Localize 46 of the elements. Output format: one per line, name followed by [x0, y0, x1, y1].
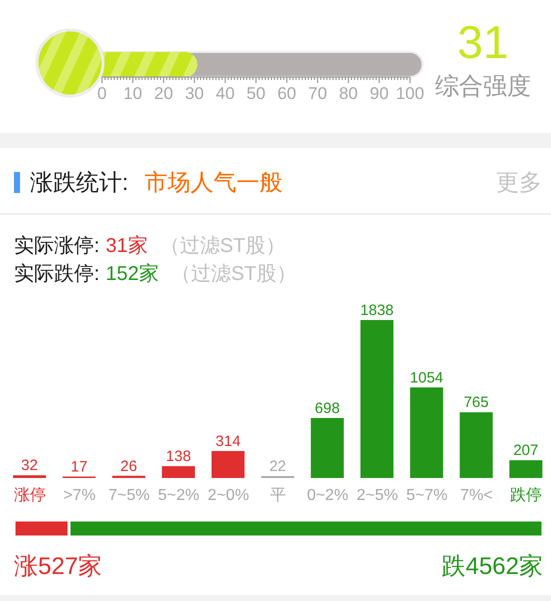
x-tick-label: 60 [277, 84, 296, 103]
x-tick-label: 70 [308, 84, 328, 103]
text: 31 [456, 15, 510, 70]
x-tick-label: 5~2% [158, 487, 200, 504]
data-label: 314 [216, 433, 241, 450]
x-tick-label: 7%< [460, 487, 493, 504]
x-tick-label: 0~2% [306, 487, 348, 504]
data-label: 698 [314, 400, 340, 417]
text: 综合强度 [435, 73, 531, 100]
x-tick-label: 平 [270, 487, 286, 504]
x-tick-label: 5~7% [406, 487, 448, 504]
data-label: 22 [269, 458, 286, 476]
data-label: 207 [513, 442, 538, 460]
text: 实际涨停: [14, 234, 100, 258]
x-tick-label: 10 [123, 84, 142, 103]
x-tick-label: 0 [97, 84, 107, 103]
text: （过滤ST股） [170, 262, 296, 286]
x-tick-label: 涨停 [14, 486, 46, 504]
chart-title: 涨跌统计: [30, 168, 128, 196]
x-tick-label: 30 [184, 84, 204, 103]
chart-subtitle: 市场人气一般 [144, 168, 282, 196]
x-tick-label: 7~5% [108, 487, 150, 504]
x-tick-label: 2~5% [356, 487, 398, 504]
x-tick-label: 20 [154, 84, 174, 103]
x-tick-label: 90 [370, 84, 389, 103]
text: 更多 [496, 168, 542, 196]
data-label: 1054 [410, 369, 444, 386]
data-label: 765 [464, 394, 489, 412]
text: 152家 [106, 262, 159, 286]
x-tick-label: >7% [63, 487, 96, 504]
data-label: 26 [120, 458, 138, 475]
data-label: 1838 [360, 302, 394, 319]
x-tick-label: 跌停 [510, 487, 542, 504]
text: 涨527家 [14, 552, 102, 582]
text: 跌4562家 [442, 552, 543, 582]
text: （过滤ST股） [160, 234, 286, 258]
data-label: 17 [70, 458, 88, 476]
text: 31家 [106, 234, 148, 258]
x-tick-label: 80 [338, 84, 358, 103]
x-tick-label: 50 [246, 84, 266, 103]
data-label: 138 [166, 448, 191, 466]
x-tick-label: 40 [216, 84, 235, 103]
text: 实际跌停: [14, 262, 100, 286]
x-tick-label: 2~0% [208, 487, 250, 504]
data-label: 32 [21, 457, 38, 474]
x-tick-label: 100 [396, 84, 424, 103]
